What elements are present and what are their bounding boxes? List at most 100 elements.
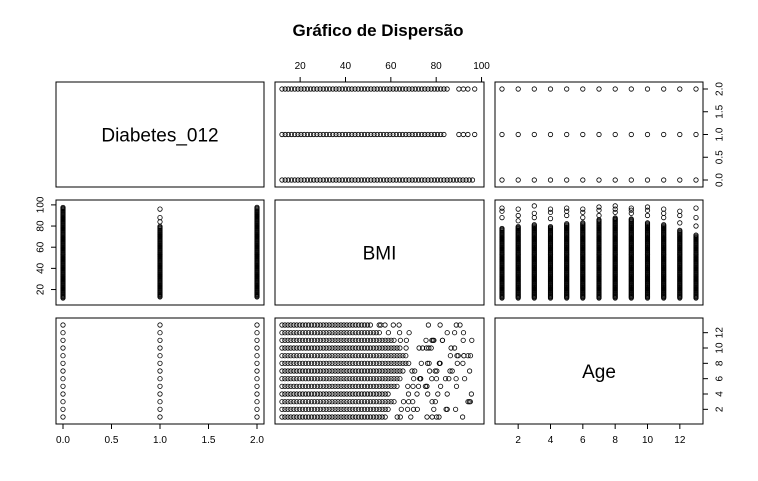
point — [379, 383, 385, 389]
point — [282, 177, 288, 183]
point — [355, 330, 362, 336]
point — [350, 337, 356, 343]
point — [335, 322, 341, 328]
point — [353, 337, 359, 343]
point — [400, 353, 406, 359]
point — [338, 337, 344, 343]
point — [415, 383, 422, 389]
point — [397, 414, 403, 420]
point — [341, 399, 347, 405]
point — [311, 376, 317, 382]
point — [355, 383, 362, 389]
point — [453, 383, 460, 389]
point — [444, 86, 450, 92]
point — [353, 414, 359, 420]
point — [387, 177, 393, 183]
point — [391, 337, 397, 343]
point — [431, 406, 437, 412]
point — [403, 337, 409, 343]
point — [157, 399, 163, 405]
point — [304, 177, 310, 183]
point — [329, 376, 335, 382]
point — [335, 406, 341, 412]
point — [294, 368, 300, 374]
point — [341, 337, 347, 343]
point — [361, 322, 368, 328]
point — [297, 414, 303, 420]
point — [460, 337, 466, 343]
point — [294, 391, 300, 397]
point — [320, 177, 326, 183]
point — [382, 353, 388, 359]
point — [308, 406, 315, 412]
point — [460, 131, 466, 138]
point — [677, 212, 683, 219]
point — [314, 86, 320, 92]
point — [326, 368, 332, 374]
point — [288, 368, 294, 374]
point — [157, 353, 163, 359]
point — [628, 205, 634, 211]
right-tick-label-diabetes_012: 1.5 — [715, 104, 726, 118]
point — [515, 224, 521, 230]
point — [437, 322, 443, 328]
point — [288, 86, 295, 92]
point — [157, 383, 163, 389]
point — [515, 177, 521, 183]
point — [350, 383, 356, 389]
point — [677, 220, 683, 226]
point — [547, 206, 554, 212]
panel-diabetes-vs-age — [499, 86, 699, 183]
point — [285, 330, 291, 336]
point — [373, 353, 379, 359]
point — [329, 330, 335, 336]
point — [292, 86, 298, 92]
point — [436, 360, 442, 366]
point — [355, 131, 361, 138]
point — [305, 330, 312, 336]
point — [358, 406, 365, 412]
point — [349, 86, 355, 92]
point — [403, 86, 409, 92]
point — [442, 376, 449, 382]
point — [412, 177, 418, 183]
point — [342, 131, 349, 138]
point — [419, 131, 425, 138]
point — [431, 177, 437, 183]
point — [424, 360, 431, 366]
point — [60, 360, 66, 366]
point — [347, 345, 353, 351]
point — [307, 177, 314, 183]
point — [355, 406, 362, 412]
point — [299, 345, 306, 351]
point — [441, 177, 447, 183]
point — [336, 131, 342, 138]
point — [693, 131, 699, 138]
right-tick-label-age: 6 — [715, 375, 726, 381]
point — [288, 337, 294, 343]
point — [294, 399, 300, 405]
point — [338, 345, 344, 351]
point — [288, 360, 294, 366]
point — [382, 383, 388, 389]
point — [612, 209, 618, 215]
point — [612, 131, 618, 138]
point — [335, 383, 341, 389]
point — [628, 177, 634, 183]
point — [279, 399, 285, 405]
x-tick-label-age: 2 — [515, 435, 521, 446]
point — [376, 360, 382, 366]
point — [317, 337, 323, 343]
point — [414, 391, 420, 397]
point — [295, 131, 301, 138]
point — [380, 86, 387, 92]
point — [282, 86, 288, 92]
point — [644, 207, 651, 213]
point — [385, 399, 391, 405]
point — [376, 330, 382, 336]
point — [415, 86, 422, 92]
point — [314, 376, 320, 382]
point — [314, 391, 320, 397]
point — [344, 406, 350, 412]
point — [382, 399, 388, 405]
